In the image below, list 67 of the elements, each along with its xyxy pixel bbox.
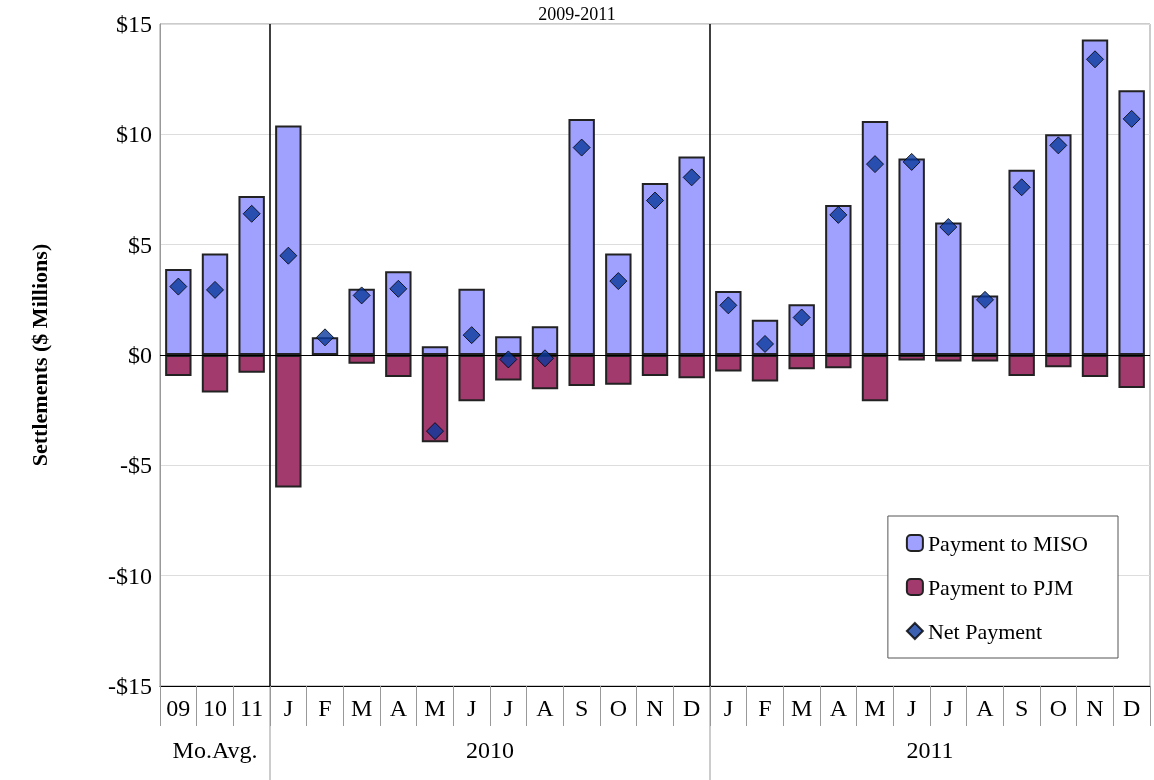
point xyxy=(976,290,994,309)
point xyxy=(279,246,298,265)
point xyxy=(169,277,188,296)
x-tick-label: M xyxy=(864,695,886,721)
x-tick-label: 11 xyxy=(240,695,264,721)
text: 2011 xyxy=(906,737,954,763)
x-tick-label: A xyxy=(976,695,995,721)
x-tick-label: D xyxy=(1122,695,1141,721)
x-tick-label: F xyxy=(318,695,332,721)
point xyxy=(609,272,628,291)
text: Mo.Avg. xyxy=(172,737,258,763)
point xyxy=(462,326,481,345)
x-tick-label: N xyxy=(646,695,664,721)
x-tick-label: S xyxy=(1014,695,1029,721)
legend-label: Payment to MISO xyxy=(927,530,1089,556)
x-tick-label: O xyxy=(609,695,628,721)
x-tick-label: M xyxy=(350,695,373,721)
point xyxy=(572,138,591,157)
point xyxy=(316,328,334,347)
point xyxy=(242,204,261,223)
point xyxy=(829,205,848,224)
x-tick-label: O xyxy=(1049,695,1068,721)
x-tick-label: D xyxy=(682,695,701,721)
text: 2010 xyxy=(466,737,514,763)
legend-label: Payment to PJM xyxy=(927,574,1074,600)
x-tick-label: A xyxy=(536,695,555,721)
x-tick-label: J xyxy=(283,695,294,721)
x-tick-label: N xyxy=(1086,695,1104,721)
x-tick-label: A xyxy=(389,695,408,721)
y-axis-title: Settlements ($ Millions) xyxy=(26,243,52,467)
x-tick-label: 09 xyxy=(166,695,191,721)
x-tick-label: J xyxy=(906,695,917,721)
y-tick-label: -$5 xyxy=(120,452,152,479)
x-tick-label: S xyxy=(574,695,589,721)
x-tick-label: J xyxy=(943,695,954,721)
y-tick-label: $5 xyxy=(128,231,152,258)
point xyxy=(939,218,958,237)
y-tick-label: $10 xyxy=(116,121,152,148)
y-tick-label: $0 xyxy=(128,342,152,368)
x-tick-label: J xyxy=(466,695,477,721)
point xyxy=(1049,136,1068,155)
legend-label: Net Payment xyxy=(927,618,1043,644)
point xyxy=(646,191,664,210)
x-tick-label: A xyxy=(829,695,848,721)
point xyxy=(352,286,371,305)
point xyxy=(426,422,444,441)
point xyxy=(792,308,811,327)
y-tick-label: $15 xyxy=(116,11,152,37)
point xyxy=(902,152,921,171)
point xyxy=(719,296,738,315)
point xyxy=(1012,178,1031,197)
x-tick-label: J xyxy=(503,695,514,721)
point xyxy=(1086,50,1104,69)
point xyxy=(682,168,701,187)
point xyxy=(866,155,884,174)
y-tick-label: -$10 xyxy=(108,562,152,589)
chart-title: 2009-2011 xyxy=(538,4,616,24)
x-tick-label: M xyxy=(790,695,813,721)
point xyxy=(1122,109,1141,128)
point xyxy=(536,349,554,368)
point xyxy=(389,279,408,298)
point xyxy=(206,280,224,299)
x-tick-label: M xyxy=(424,695,446,721)
x-tick-label: 10 xyxy=(203,695,227,721)
y-tick-label: -$15 xyxy=(108,673,152,699)
x-tick-label: J xyxy=(723,695,734,721)
x-tick-label: F xyxy=(758,695,772,721)
